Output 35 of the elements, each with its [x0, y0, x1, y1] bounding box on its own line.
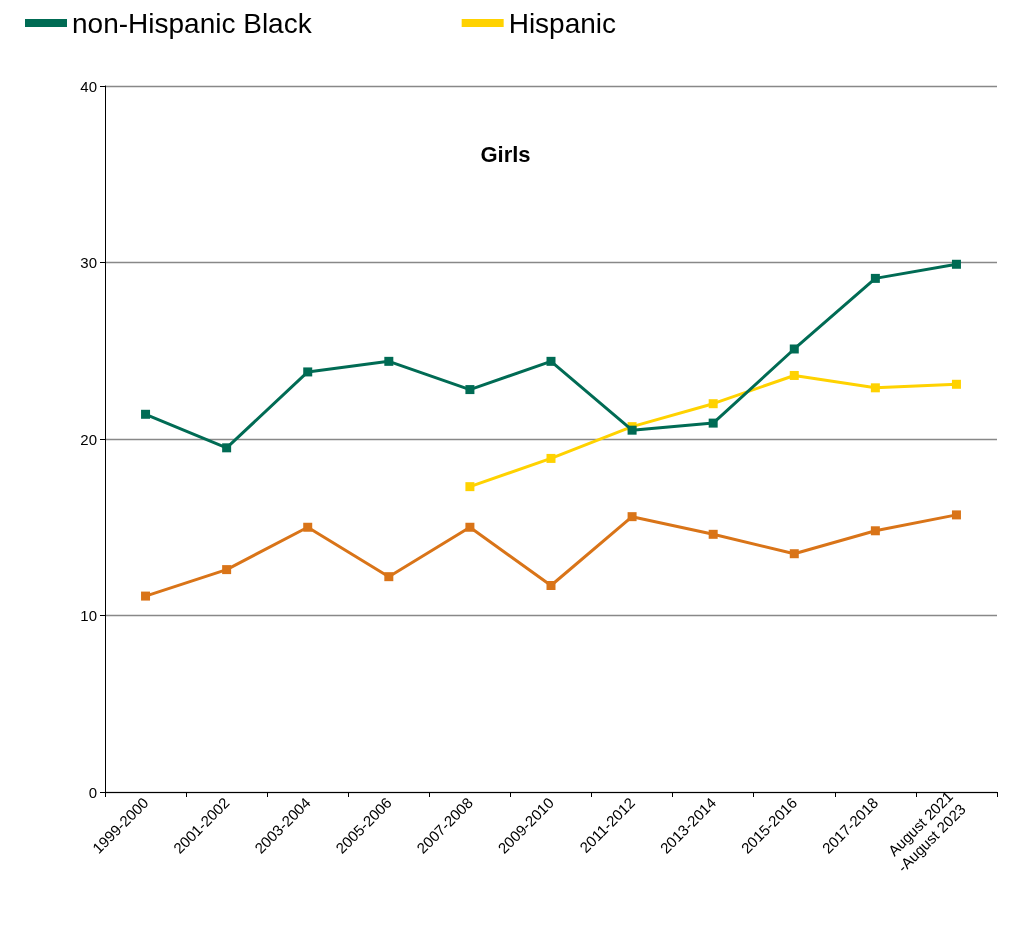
point	[870, 526, 880, 536]
point	[627, 512, 637, 522]
point	[384, 572, 394, 582]
point	[789, 370, 799, 380]
y-tick-label: 40	[80, 77, 97, 95]
point	[546, 580, 556, 590]
point	[303, 367, 313, 377]
point	[789, 344, 799, 354]
point	[141, 591, 151, 601]
point	[708, 529, 718, 539]
text: Girls	[480, 141, 531, 167]
point	[870, 273, 880, 283]
point	[222, 443, 232, 453]
y-tick-label: 0	[88, 783, 97, 801]
point	[951, 259, 961, 269]
point	[546, 356, 556, 366]
point	[141, 409, 151, 419]
point	[951, 379, 961, 389]
point	[789, 549, 799, 559]
point	[303, 522, 313, 532]
point	[465, 385, 475, 395]
point	[465, 522, 475, 532]
point	[870, 383, 880, 393]
y-tick-label: 30	[80, 254, 97, 271]
legend-label: Hispanic	[508, 7, 617, 39]
y-tick-label: 20	[80, 430, 97, 448]
point	[222, 565, 232, 575]
point	[546, 453, 556, 463]
legend-label: non-Hispanic Black	[72, 7, 313, 39]
point	[708, 418, 718, 428]
point	[465, 482, 475, 492]
point	[951, 510, 961, 520]
y-tick-label: 10	[80, 607, 97, 624]
point	[708, 399, 718, 409]
point	[384, 356, 394, 366]
